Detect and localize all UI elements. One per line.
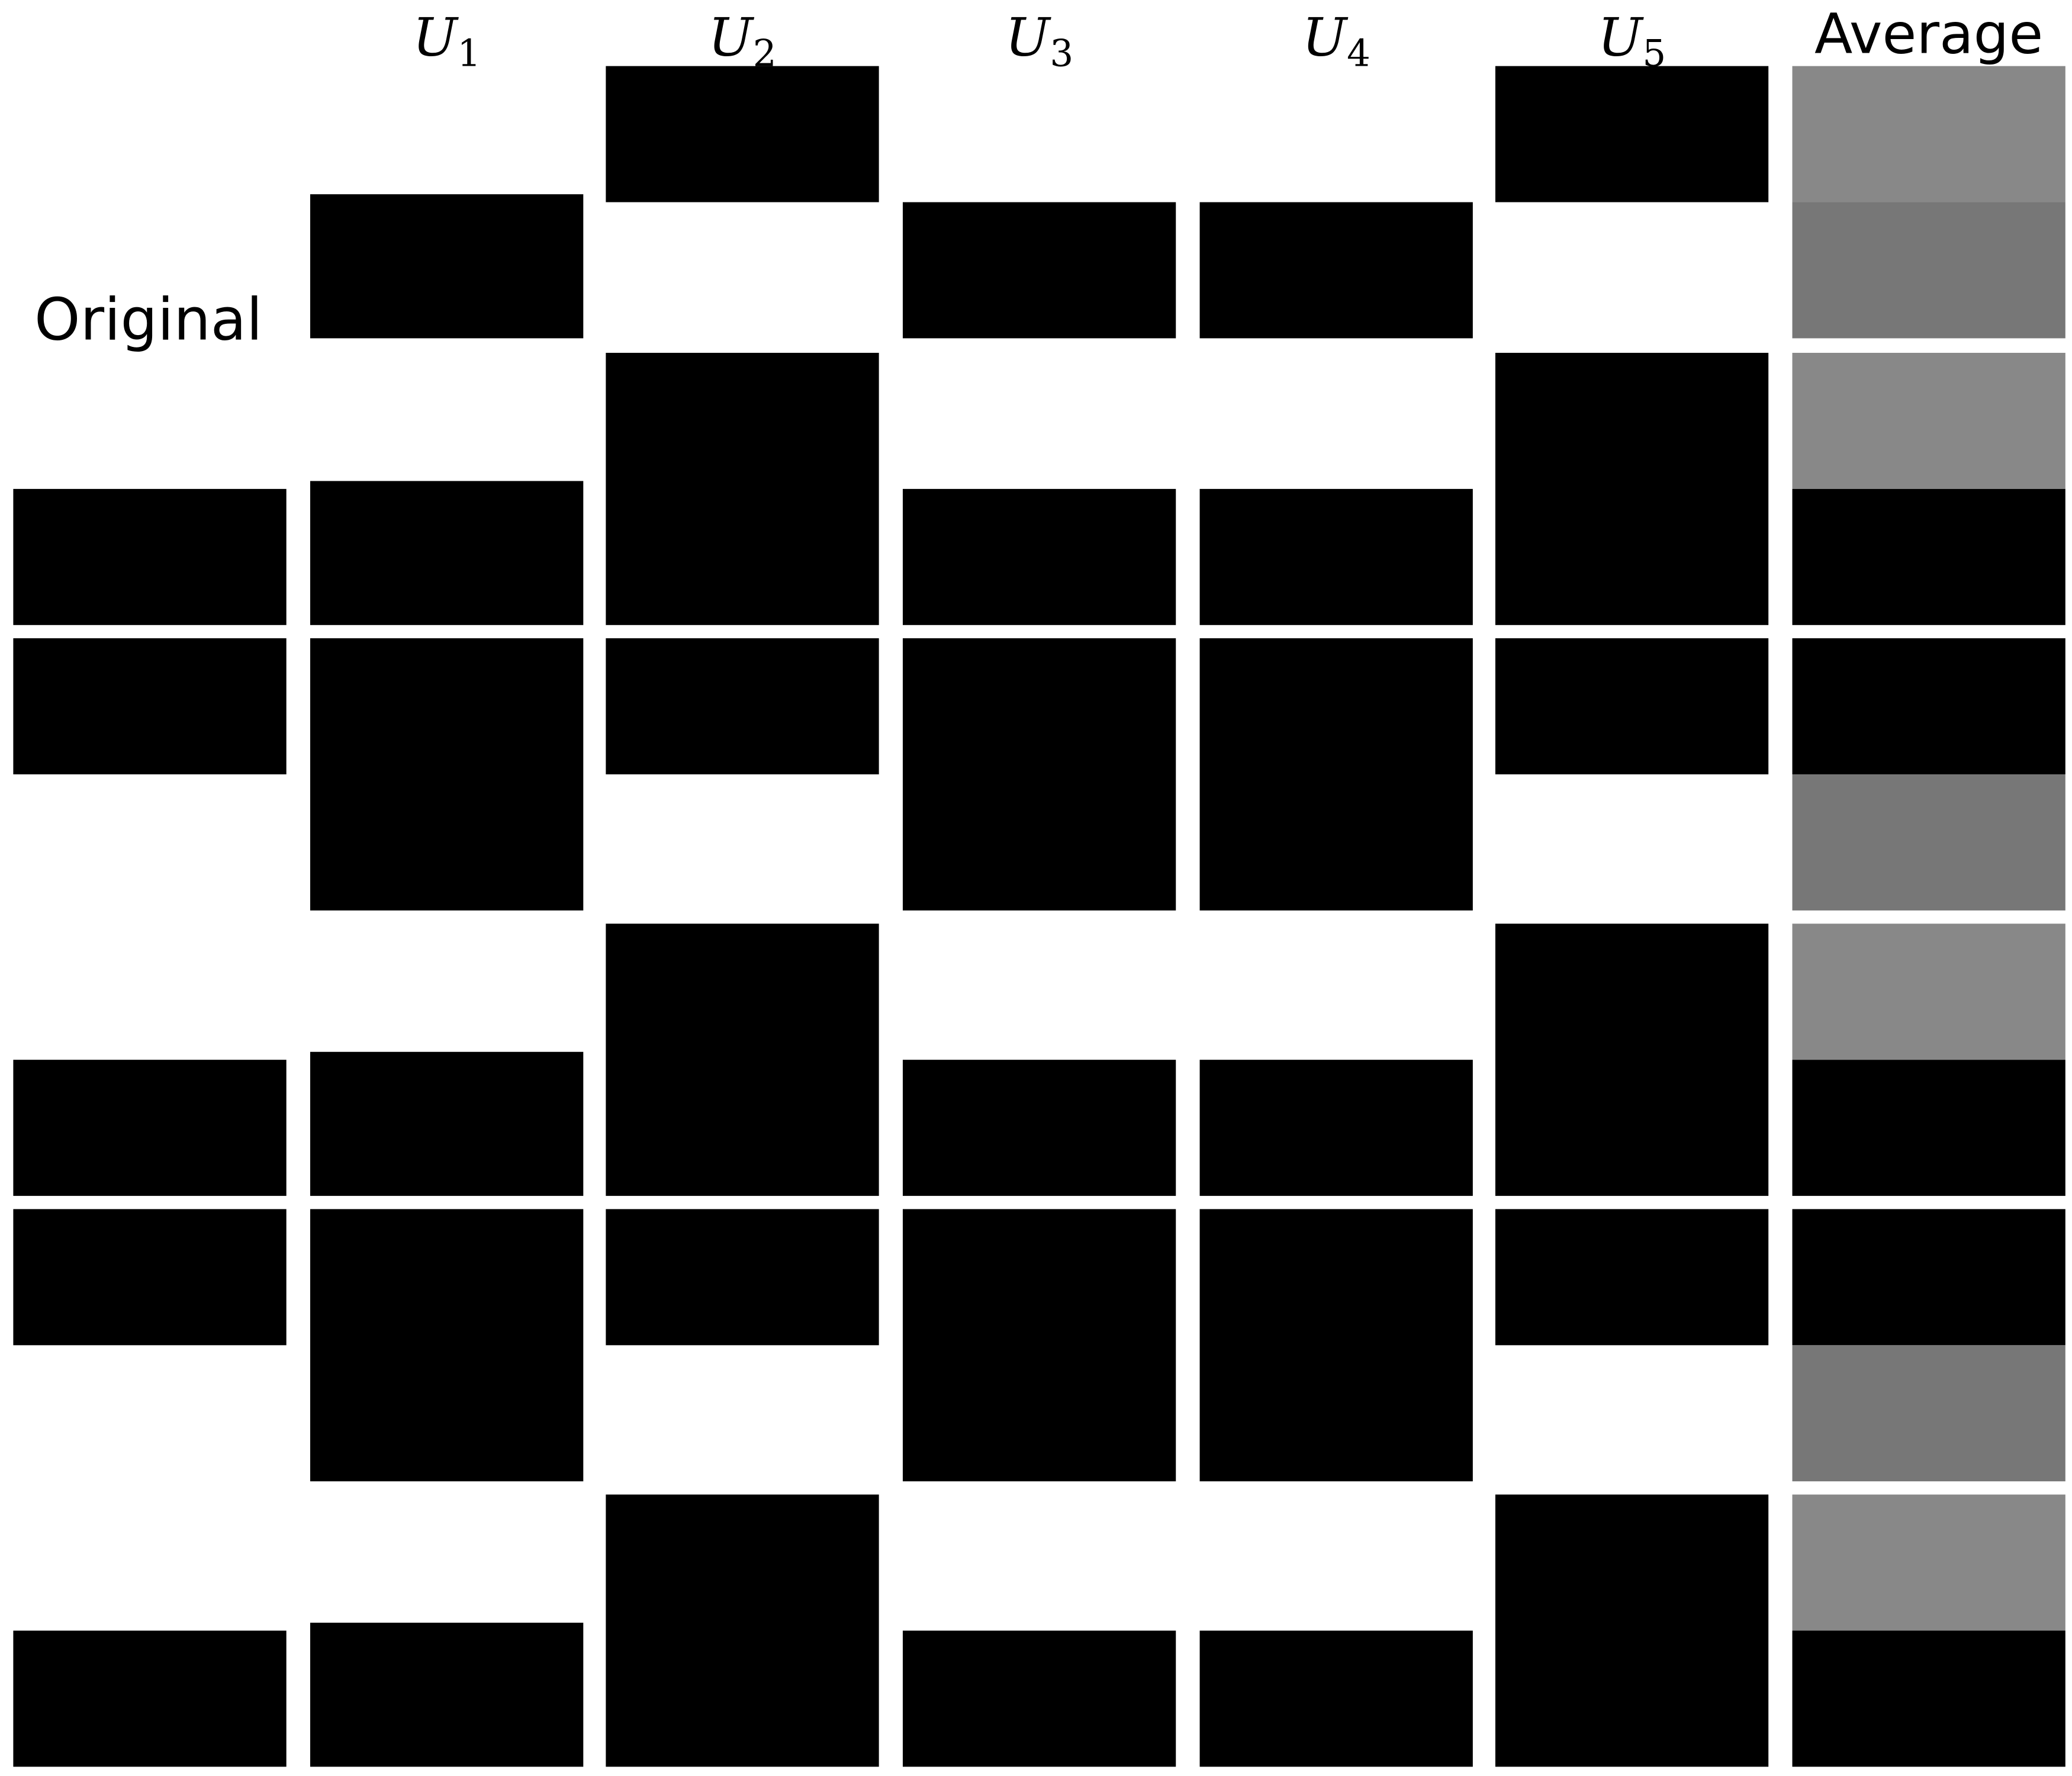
header-symbol: U <box>413 7 459 69</box>
column-header: U5 <box>1598 7 1666 75</box>
column-header: U1 <box>413 7 481 75</box>
tile-block <box>1199 488 1473 625</box>
tile-block <box>310 1209 584 1482</box>
tile-block <box>606 924 879 1196</box>
column-header: U3 <box>1005 7 1073 75</box>
tile-block <box>13 638 287 775</box>
tile-block <box>310 481 584 625</box>
tile-block <box>606 1494 879 1767</box>
header-symbol: U <box>1598 7 1644 69</box>
average-block <box>1792 1630 2065 1767</box>
header-index: 4 <box>1347 32 1370 75</box>
tile-block <box>902 1209 1176 1482</box>
tile-block <box>1495 1209 1769 1346</box>
header-symbol: U <box>1302 7 1349 69</box>
column-header: U2 <box>708 7 776 75</box>
average-block <box>1792 488 2065 625</box>
tile-block <box>1495 1494 1769 1767</box>
tile-block <box>606 66 879 202</box>
tile-block <box>13 1630 287 1767</box>
average-block <box>1792 202 2065 339</box>
average-block <box>1792 66 2065 202</box>
average-block <box>1792 1345 2065 1482</box>
header-index: 2 <box>753 32 777 75</box>
average-block <box>1792 1494 2065 1631</box>
tile-block <box>902 488 1176 625</box>
tile-block <box>902 1630 1176 1767</box>
tile-block <box>310 194 584 339</box>
header-index: 3 <box>1050 32 1073 75</box>
tile-block <box>310 1051 584 1196</box>
tile-block <box>1199 1630 1473 1767</box>
tile-block <box>1495 66 1769 202</box>
tile-block <box>1199 1060 1473 1196</box>
tile-block <box>1495 352 1769 625</box>
average-block <box>1792 924 2065 1060</box>
tile-block <box>902 202 1176 339</box>
tile-block <box>902 638 1176 910</box>
tile-block <box>1495 638 1769 775</box>
tile-block <box>13 1209 287 1346</box>
tile-block <box>13 1060 287 1196</box>
tile-block <box>1199 638 1473 910</box>
tile-block <box>1199 202 1473 339</box>
tile-block <box>310 1623 584 1767</box>
tile-block <box>606 638 879 775</box>
header-symbol: U <box>1005 7 1051 69</box>
average-block <box>1792 638 2065 775</box>
header-index: 1 <box>457 32 481 75</box>
tile-block <box>606 352 879 625</box>
row-label: Original <box>34 287 263 354</box>
column-header: U4 <box>1302 7 1370 75</box>
tile-block <box>1199 1209 1473 1482</box>
tile-block <box>606 1209 879 1346</box>
average-block <box>1792 352 2065 489</box>
header-index: 5 <box>1642 32 1666 75</box>
header-symbol: U <box>708 7 754 69</box>
average-block <box>1792 1060 2065 1196</box>
tile-block <box>902 1060 1176 1196</box>
tile-block <box>310 638 584 910</box>
tile-block <box>1495 924 1769 1196</box>
tile-block <box>13 488 287 625</box>
average-header: Average <box>1814 2 2043 66</box>
average-block <box>1792 1209 2065 1346</box>
average-block <box>1792 774 2065 910</box>
